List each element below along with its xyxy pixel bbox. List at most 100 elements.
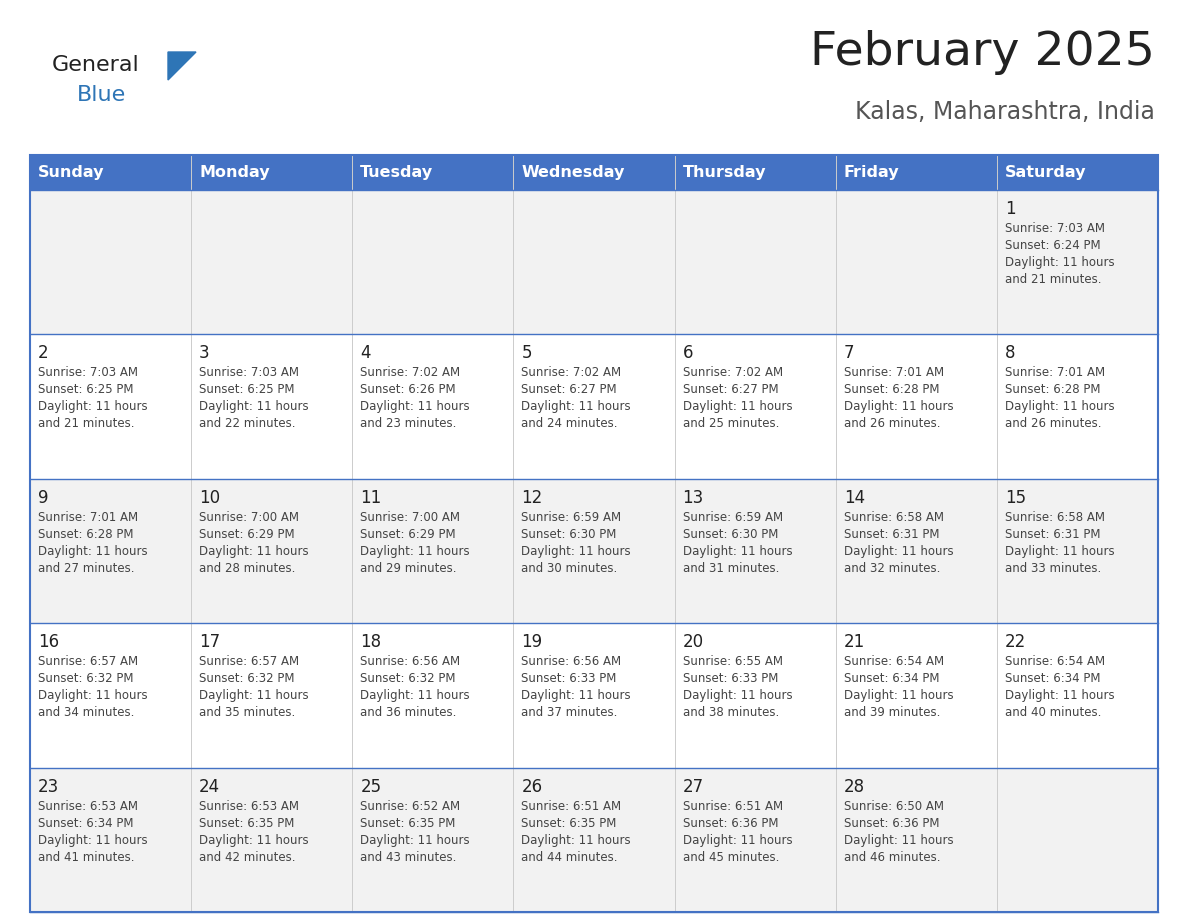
Text: and 29 minutes.: and 29 minutes. xyxy=(360,562,456,575)
Text: 13: 13 xyxy=(683,488,703,507)
Text: Blue: Blue xyxy=(77,85,126,105)
Text: Sunrise: 6:51 AM: Sunrise: 6:51 AM xyxy=(522,800,621,812)
Text: 22: 22 xyxy=(1005,633,1026,651)
Text: 11: 11 xyxy=(360,488,381,507)
Text: and 21 minutes.: and 21 minutes. xyxy=(38,418,134,431)
Text: Sunrise: 6:53 AM: Sunrise: 6:53 AM xyxy=(200,800,299,812)
Text: Sunset: 6:28 PM: Sunset: 6:28 PM xyxy=(38,528,133,541)
Text: Sunrise: 6:54 AM: Sunrise: 6:54 AM xyxy=(843,655,943,668)
Text: Daylight: 11 hours: Daylight: 11 hours xyxy=(200,544,309,558)
Text: Sunset: 6:33 PM: Sunset: 6:33 PM xyxy=(683,672,778,685)
Bar xyxy=(30,155,1158,190)
Bar xyxy=(30,155,1158,912)
Text: and 28 minutes.: and 28 minutes. xyxy=(200,562,296,575)
Text: Sunrise: 7:02 AM: Sunrise: 7:02 AM xyxy=(522,366,621,379)
Text: Sunrise: 6:51 AM: Sunrise: 6:51 AM xyxy=(683,800,783,812)
Bar xyxy=(30,334,1158,479)
Text: 19: 19 xyxy=(522,633,543,651)
Text: Sunset: 6:35 PM: Sunset: 6:35 PM xyxy=(360,817,456,830)
Text: Daylight: 11 hours: Daylight: 11 hours xyxy=(38,834,147,846)
Text: Sunrise: 6:57 AM: Sunrise: 6:57 AM xyxy=(200,655,299,668)
Text: 21: 21 xyxy=(843,633,865,651)
Text: Sunset: 6:34 PM: Sunset: 6:34 PM xyxy=(38,817,133,830)
Text: Daylight: 11 hours: Daylight: 11 hours xyxy=(843,544,953,558)
Text: Sunrise: 6:54 AM: Sunrise: 6:54 AM xyxy=(1005,655,1105,668)
Text: Sunrise: 6:58 AM: Sunrise: 6:58 AM xyxy=(843,510,943,524)
Text: 9: 9 xyxy=(38,488,49,507)
Text: Daylight: 11 hours: Daylight: 11 hours xyxy=(522,400,631,413)
Text: 8: 8 xyxy=(1005,344,1016,363)
Text: and 33 minutes.: and 33 minutes. xyxy=(1005,562,1101,575)
Text: Sunset: 6:31 PM: Sunset: 6:31 PM xyxy=(1005,528,1100,541)
Text: and 41 minutes.: and 41 minutes. xyxy=(38,851,134,864)
Text: Daylight: 11 hours: Daylight: 11 hours xyxy=(38,400,147,413)
Text: 12: 12 xyxy=(522,488,543,507)
Text: Sunset: 6:34 PM: Sunset: 6:34 PM xyxy=(843,672,940,685)
Text: Sunset: 6:32 PM: Sunset: 6:32 PM xyxy=(38,672,133,685)
Text: and 44 minutes.: and 44 minutes. xyxy=(522,851,618,864)
Text: Sunrise: 7:01 AM: Sunrise: 7:01 AM xyxy=(843,366,943,379)
Text: and 32 minutes.: and 32 minutes. xyxy=(843,562,940,575)
Text: and 37 minutes.: and 37 minutes. xyxy=(522,706,618,719)
Text: Sunset: 6:26 PM: Sunset: 6:26 PM xyxy=(360,384,456,397)
Text: Sunrise: 6:59 AM: Sunrise: 6:59 AM xyxy=(522,510,621,524)
Text: Daylight: 11 hours: Daylight: 11 hours xyxy=(683,400,792,413)
Text: Sunrise: 6:59 AM: Sunrise: 6:59 AM xyxy=(683,510,783,524)
Bar xyxy=(30,190,1158,334)
Text: Monday: Monday xyxy=(200,165,270,180)
Text: Sunrise: 7:03 AM: Sunrise: 7:03 AM xyxy=(38,366,138,379)
Text: Sunset: 6:33 PM: Sunset: 6:33 PM xyxy=(522,672,617,685)
Text: Sunset: 6:32 PM: Sunset: 6:32 PM xyxy=(200,672,295,685)
Text: Saturday: Saturday xyxy=(1005,165,1086,180)
Text: Sunrise: 6:52 AM: Sunrise: 6:52 AM xyxy=(360,800,461,812)
Text: and 45 minutes.: and 45 minutes. xyxy=(683,851,779,864)
Polygon shape xyxy=(168,52,196,80)
Text: Daylight: 11 hours: Daylight: 11 hours xyxy=(683,689,792,702)
Text: Sunset: 6:32 PM: Sunset: 6:32 PM xyxy=(360,672,456,685)
Text: Sunrise: 7:00 AM: Sunrise: 7:00 AM xyxy=(360,510,460,524)
Text: Daylight: 11 hours: Daylight: 11 hours xyxy=(360,834,470,846)
Text: 28: 28 xyxy=(843,778,865,796)
Text: 27: 27 xyxy=(683,778,703,796)
Text: and 26 minutes.: and 26 minutes. xyxy=(1005,418,1101,431)
Text: Sunset: 6:30 PM: Sunset: 6:30 PM xyxy=(522,528,617,541)
Text: 4: 4 xyxy=(360,344,371,363)
Text: Sunrise: 6:55 AM: Sunrise: 6:55 AM xyxy=(683,655,783,668)
Text: Sunrise: 7:01 AM: Sunrise: 7:01 AM xyxy=(38,510,138,524)
Text: Daylight: 11 hours: Daylight: 11 hours xyxy=(38,544,147,558)
Text: Daylight: 11 hours: Daylight: 11 hours xyxy=(360,544,470,558)
Text: and 31 minutes.: and 31 minutes. xyxy=(683,562,779,575)
Text: Sunset: 6:27 PM: Sunset: 6:27 PM xyxy=(683,384,778,397)
Text: 17: 17 xyxy=(200,633,220,651)
Text: Tuesday: Tuesday xyxy=(360,165,434,180)
Text: 15: 15 xyxy=(1005,488,1026,507)
Text: Sunset: 6:35 PM: Sunset: 6:35 PM xyxy=(522,817,617,830)
Text: Sunset: 6:29 PM: Sunset: 6:29 PM xyxy=(200,528,295,541)
Text: Sunset: 6:24 PM: Sunset: 6:24 PM xyxy=(1005,239,1100,252)
Text: Daylight: 11 hours: Daylight: 11 hours xyxy=(360,400,470,413)
Text: Sunset: 6:36 PM: Sunset: 6:36 PM xyxy=(683,817,778,830)
Text: and 35 minutes.: and 35 minutes. xyxy=(200,706,296,719)
Text: 25: 25 xyxy=(360,778,381,796)
Text: and 27 minutes.: and 27 minutes. xyxy=(38,562,134,575)
Text: and 26 minutes.: and 26 minutes. xyxy=(843,418,940,431)
Text: 10: 10 xyxy=(200,488,220,507)
Text: Sunset: 6:35 PM: Sunset: 6:35 PM xyxy=(200,817,295,830)
Text: 5: 5 xyxy=(522,344,532,363)
Text: Sunrise: 7:02 AM: Sunrise: 7:02 AM xyxy=(683,366,783,379)
Text: Daylight: 11 hours: Daylight: 11 hours xyxy=(683,544,792,558)
Text: Sunrise: 7:00 AM: Sunrise: 7:00 AM xyxy=(200,510,299,524)
Text: General: General xyxy=(52,55,140,75)
Text: Sunset: 6:25 PM: Sunset: 6:25 PM xyxy=(200,384,295,397)
Text: and 30 minutes.: and 30 minutes. xyxy=(522,562,618,575)
Text: February 2025: February 2025 xyxy=(810,30,1155,75)
Text: Daylight: 11 hours: Daylight: 11 hours xyxy=(843,400,953,413)
Bar xyxy=(30,479,1158,623)
Text: Daylight: 11 hours: Daylight: 11 hours xyxy=(843,834,953,846)
Text: Daylight: 11 hours: Daylight: 11 hours xyxy=(200,400,309,413)
Text: Sunrise: 6:58 AM: Sunrise: 6:58 AM xyxy=(1005,510,1105,524)
Text: 6: 6 xyxy=(683,344,693,363)
Text: Daylight: 11 hours: Daylight: 11 hours xyxy=(1005,544,1114,558)
Text: Sunrise: 7:02 AM: Sunrise: 7:02 AM xyxy=(360,366,461,379)
Text: Sunset: 6:30 PM: Sunset: 6:30 PM xyxy=(683,528,778,541)
